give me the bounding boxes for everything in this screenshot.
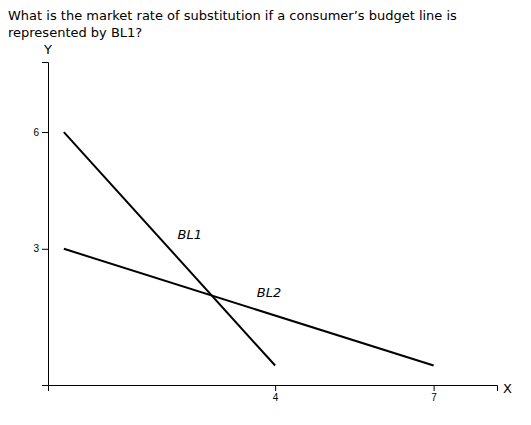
x-axis-title: X: [503, 381, 512, 396]
x-tick-mark: [434, 385, 435, 391]
x-tick-mark: [275, 385, 276, 391]
x-tick: 4: [273, 385, 279, 403]
x-tick-label: 7: [431, 392, 437, 403]
title-line: represented by BL1?: [8, 25, 142, 40]
title: What is the market rate of substitution …: [8, 8, 457, 40]
budget-line: [64, 249, 434, 366]
x-axis-line: [49, 386, 498, 392]
y-tick-label: 6: [33, 127, 39, 138]
line-label: BL1: [177, 227, 201, 242]
line-labels: BL1 BL2: [177, 227, 281, 300]
y-tick: 6: [33, 127, 48, 138]
y-tick-mark: [42, 249, 48, 250]
y-axis-title: Y: [43, 42, 52, 57]
lines: [64, 132, 434, 365]
x-tick: 7: [431, 385, 437, 403]
chart: What is the market rate of substitution …: [0, 0, 531, 425]
plot: 4736XYBL1BL2: [33, 42, 512, 403]
x-tick-label: 4: [273, 392, 279, 403]
x-axis: 47: [49, 385, 498, 403]
y-axis-line: [42, 63, 49, 386]
budget-line: [64, 132, 275, 365]
y-tick-mark: [42, 132, 48, 133]
y-axis: 36: [33, 63, 48, 386]
title-line: What is the market rate of substitution …: [8, 8, 457, 23]
line-label: BL2: [257, 285, 281, 300]
y-tick-label: 3: [33, 243, 39, 254]
y-tick: 3: [33, 243, 48, 254]
